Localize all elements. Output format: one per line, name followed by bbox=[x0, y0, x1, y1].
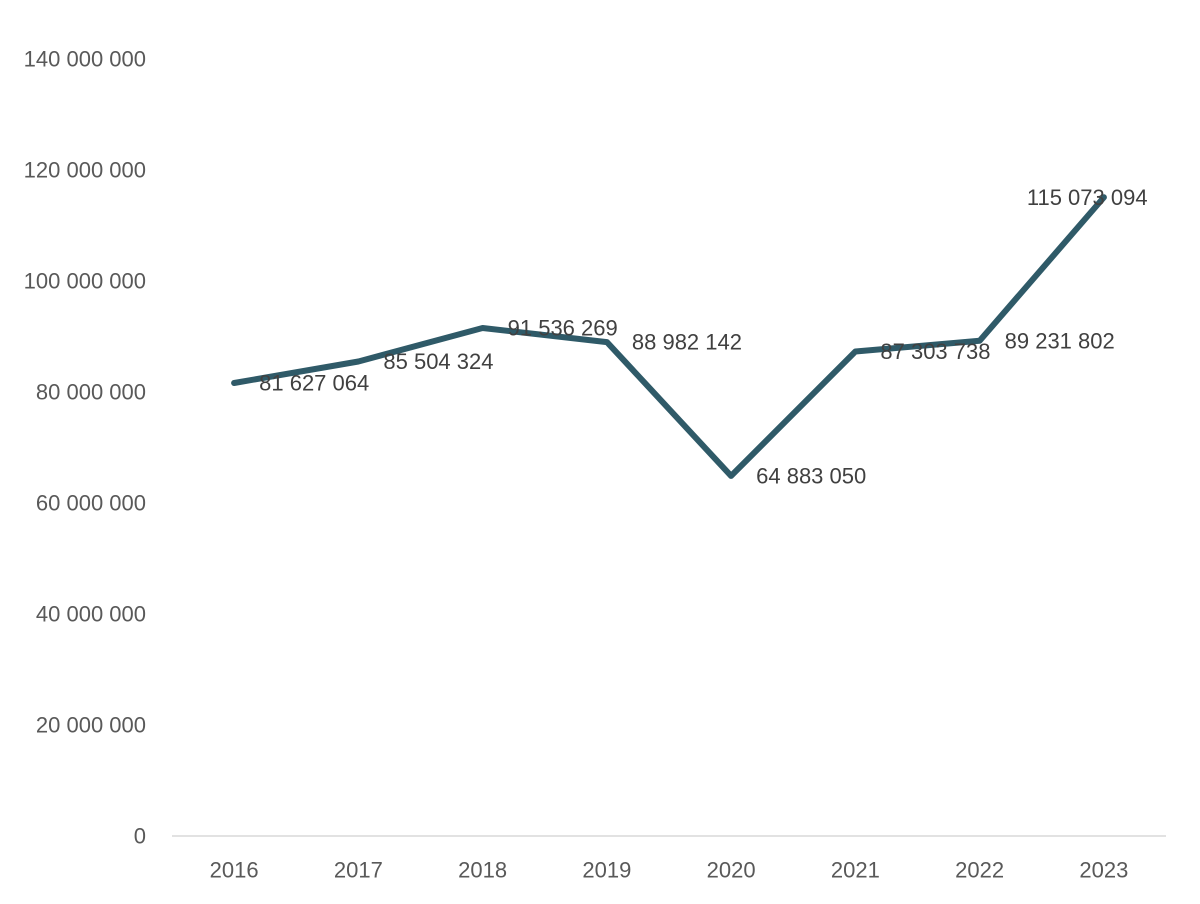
x-tick-label: 2020 bbox=[707, 858, 756, 883]
x-tick-label: 2021 bbox=[831, 858, 880, 883]
data-labels: 81 627 064 85 504 324 91 536 269 88 982 142… bbox=[259, 185, 1147, 489]
y-tick-label: 100 000 000 bbox=[24, 269, 146, 294]
x-tick-label: 2018 bbox=[458, 858, 507, 883]
y-tick-label: 0 bbox=[134, 824, 146, 849]
y-tick-label: 60 000 000 bbox=[36, 491, 146, 516]
x-tick-label: 2017 bbox=[334, 858, 383, 883]
y-axis-tick-labels: 0 20 000 000 40 000 000 60 000 000 80 000 00… bbox=[24, 47, 146, 849]
data-label: 89 231 802 bbox=[1005, 328, 1115, 353]
y-tick-label: 80 000 000 bbox=[36, 380, 146, 405]
data-label: 87 303 738 bbox=[880, 339, 990, 364]
data-label: 115 073 094 bbox=[1027, 185, 1148, 210]
y-tick-label: 140 000 000 bbox=[24, 47, 146, 72]
x-tick-label: 2019 bbox=[582, 858, 631, 883]
data-label: 85 504 324 bbox=[383, 349, 493, 374]
y-tick-label: 40 000 000 bbox=[36, 602, 146, 627]
data-label: 81 627 064 bbox=[259, 370, 369, 395]
data-label: 64 883 050 bbox=[756, 463, 866, 488]
data-label: 88 982 142 bbox=[632, 330, 742, 355]
x-tick-label: 2023 bbox=[1079, 858, 1128, 883]
x-tick-label: 2022 bbox=[955, 858, 1004, 883]
x-axis-tick-labels: 2016 2017 2018 2019 2020 2021 2022 2023 bbox=[210, 858, 1129, 883]
x-tick-label: 2016 bbox=[210, 858, 259, 883]
data-label: 91 536 269 bbox=[508, 315, 618, 340]
series-line bbox=[231, 194, 1107, 479]
y-tick-label: 20 000 000 bbox=[36, 713, 146, 738]
y-tick-label: 120 000 000 bbox=[24, 158, 146, 183]
